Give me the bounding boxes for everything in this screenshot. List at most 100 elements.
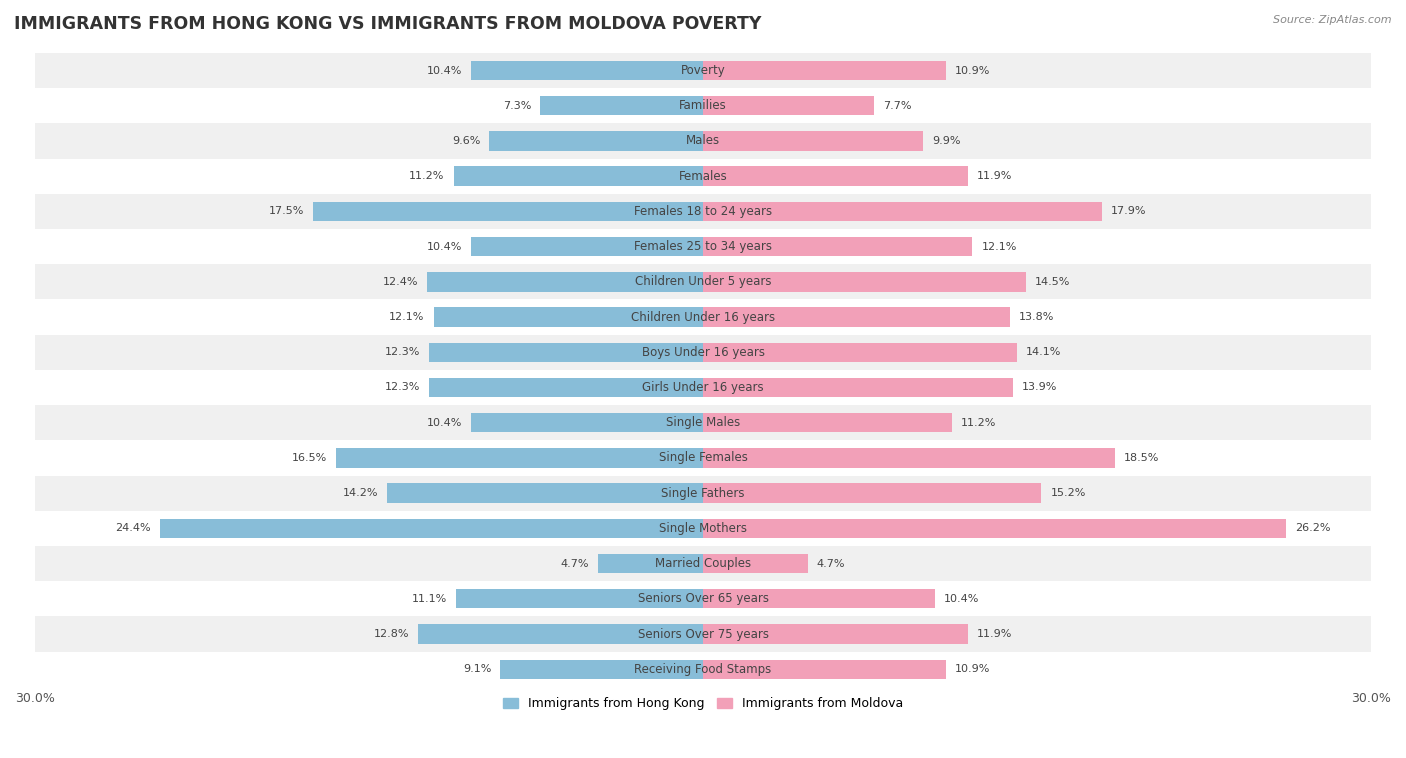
Text: 10.9%: 10.9%: [955, 65, 990, 76]
Bar: [489, 131, 703, 151]
Bar: [314, 202, 703, 221]
Bar: [35, 299, 1371, 334]
Text: Married Couples: Married Couples: [655, 557, 751, 570]
Text: Males: Males: [686, 134, 720, 148]
Text: 17.9%: 17.9%: [1111, 206, 1146, 216]
Bar: [35, 370, 1371, 405]
Bar: [433, 307, 703, 327]
Text: 12.3%: 12.3%: [385, 347, 420, 357]
Text: 7.3%: 7.3%: [503, 101, 531, 111]
Bar: [703, 377, 1012, 397]
Text: 16.5%: 16.5%: [291, 453, 326, 463]
Legend: Immigrants from Hong Kong, Immigrants from Moldova: Immigrants from Hong Kong, Immigrants fr…: [498, 693, 908, 716]
Bar: [35, 88, 1371, 124]
Bar: [703, 448, 1115, 468]
Bar: [35, 652, 1371, 687]
Bar: [35, 475, 1371, 511]
Text: 15.2%: 15.2%: [1050, 488, 1085, 498]
Bar: [35, 53, 1371, 88]
Text: 9.6%: 9.6%: [451, 136, 481, 146]
Bar: [418, 625, 703, 644]
Bar: [501, 659, 703, 679]
Bar: [703, 625, 967, 644]
Bar: [599, 554, 703, 573]
Bar: [540, 96, 703, 115]
Bar: [35, 124, 1371, 158]
Text: Girls Under 16 years: Girls Under 16 years: [643, 381, 763, 394]
Text: 17.5%: 17.5%: [269, 206, 304, 216]
Text: 26.2%: 26.2%: [1295, 523, 1331, 534]
Bar: [35, 265, 1371, 299]
Text: 13.9%: 13.9%: [1021, 383, 1057, 393]
Text: 4.7%: 4.7%: [817, 559, 845, 568]
Text: 10.4%: 10.4%: [427, 418, 463, 428]
Text: 14.5%: 14.5%: [1035, 277, 1070, 287]
Text: 11.2%: 11.2%: [962, 418, 997, 428]
Text: 12.3%: 12.3%: [385, 383, 420, 393]
Text: 10.9%: 10.9%: [955, 664, 990, 674]
Bar: [35, 546, 1371, 581]
Bar: [703, 61, 946, 80]
Bar: [703, 343, 1017, 362]
Text: 11.9%: 11.9%: [977, 629, 1012, 639]
Text: Seniors Over 65 years: Seniors Over 65 years: [637, 592, 769, 606]
Text: 11.1%: 11.1%: [412, 594, 447, 604]
Text: 10.4%: 10.4%: [427, 242, 463, 252]
Bar: [703, 131, 924, 151]
Text: Boys Under 16 years: Boys Under 16 years: [641, 346, 765, 359]
Bar: [35, 194, 1371, 229]
Text: 4.7%: 4.7%: [561, 559, 589, 568]
Text: 14.2%: 14.2%: [343, 488, 378, 498]
Bar: [35, 405, 1371, 440]
Text: 10.4%: 10.4%: [427, 65, 463, 76]
Bar: [35, 616, 1371, 652]
Bar: [35, 581, 1371, 616]
Bar: [703, 484, 1042, 503]
Bar: [35, 229, 1371, 265]
Text: 12.4%: 12.4%: [382, 277, 418, 287]
Bar: [387, 484, 703, 503]
Text: Females 25 to 34 years: Females 25 to 34 years: [634, 240, 772, 253]
Bar: [35, 158, 1371, 194]
Bar: [160, 518, 703, 538]
Bar: [703, 413, 952, 432]
Bar: [471, 413, 703, 432]
Bar: [703, 659, 946, 679]
Text: Poverty: Poverty: [681, 64, 725, 77]
Bar: [703, 237, 973, 256]
Text: 7.7%: 7.7%: [883, 101, 912, 111]
Bar: [429, 377, 703, 397]
Text: 13.8%: 13.8%: [1019, 312, 1054, 322]
Bar: [471, 61, 703, 80]
Text: IMMIGRANTS FROM HONG KONG VS IMMIGRANTS FROM MOLDOVA POVERTY: IMMIGRANTS FROM HONG KONG VS IMMIGRANTS …: [14, 15, 762, 33]
Text: 9.9%: 9.9%: [932, 136, 960, 146]
Text: 11.2%: 11.2%: [409, 171, 444, 181]
Text: 24.4%: 24.4%: [115, 523, 150, 534]
Text: 14.1%: 14.1%: [1026, 347, 1062, 357]
Text: Single Fathers: Single Fathers: [661, 487, 745, 500]
Bar: [35, 511, 1371, 546]
Text: 10.4%: 10.4%: [943, 594, 979, 604]
Bar: [703, 554, 807, 573]
Text: 18.5%: 18.5%: [1123, 453, 1160, 463]
Text: 12.8%: 12.8%: [374, 629, 409, 639]
Bar: [703, 518, 1286, 538]
Text: Families: Families: [679, 99, 727, 112]
Bar: [703, 96, 875, 115]
Bar: [703, 272, 1026, 292]
Bar: [703, 167, 967, 186]
Text: Single Males: Single Males: [666, 416, 740, 429]
Text: Females 18 to 24 years: Females 18 to 24 years: [634, 205, 772, 218]
Bar: [703, 202, 1102, 221]
Bar: [429, 343, 703, 362]
Bar: [456, 589, 703, 609]
Bar: [703, 589, 935, 609]
Text: Children Under 16 years: Children Under 16 years: [631, 311, 775, 324]
Text: 12.1%: 12.1%: [981, 242, 1017, 252]
Bar: [35, 440, 1371, 475]
Text: Single Mothers: Single Mothers: [659, 522, 747, 535]
Bar: [471, 237, 703, 256]
Text: 9.1%: 9.1%: [463, 664, 492, 674]
Text: Source: ZipAtlas.com: Source: ZipAtlas.com: [1274, 15, 1392, 25]
Bar: [454, 167, 703, 186]
